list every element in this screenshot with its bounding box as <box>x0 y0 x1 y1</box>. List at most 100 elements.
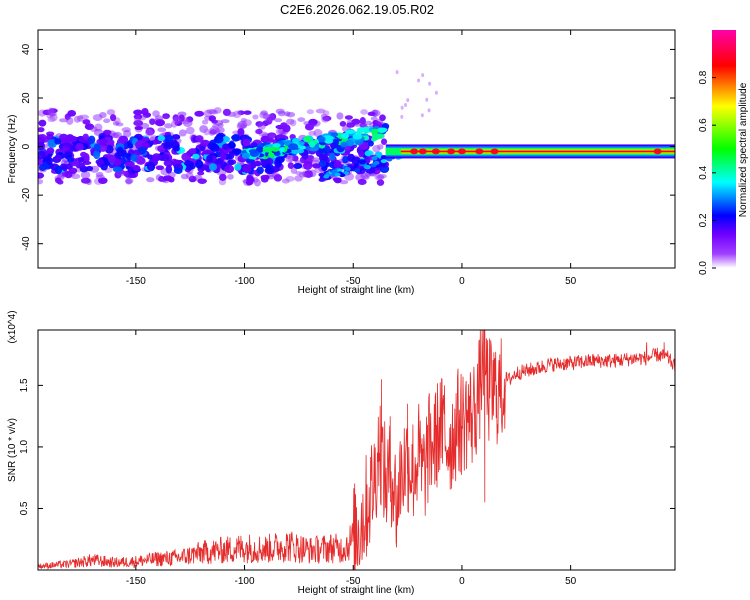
spectrogram-cell <box>209 125 220 134</box>
spectrogram-cell <box>47 107 55 115</box>
spectrogram-cell <box>264 167 275 175</box>
spectrogram-xtick-label: 50 <box>565 276 577 287</box>
spectrogram-cell <box>99 138 108 144</box>
spectrogram-cell <box>299 145 306 150</box>
spectrogram-ytick-label: -40 <box>21 236 32 251</box>
spectrogram-cell <box>157 135 166 142</box>
spectrogram-cell <box>245 180 253 186</box>
spectrogram-cell <box>146 161 156 171</box>
spectrogram-cell <box>254 128 263 135</box>
spectrogram-cell <box>220 119 230 124</box>
spectrogram-cell <box>346 122 356 128</box>
spectrogram-axes: -150 -100 -50 0 50 -40 -20 0 20 40 <box>21 30 675 287</box>
spectrogram-cell <box>172 134 181 140</box>
spectrogram-cell <box>275 156 285 164</box>
spectrogram-cell <box>274 118 283 123</box>
spectrogram-cell <box>185 171 194 180</box>
snr-ytick-label: 0.5 <box>19 501 30 515</box>
spectrogram-cell <box>331 169 338 174</box>
spectrogram-marks <box>38 70 675 187</box>
spectrogram-cell <box>141 107 149 116</box>
spectrogram-cell <box>374 173 383 181</box>
spectrogram-cell <box>102 129 112 135</box>
spectrogram-cell <box>66 117 74 125</box>
spectrogram-cell <box>95 159 105 165</box>
spectrogram-cell <box>427 108 431 113</box>
spectrogram-cell <box>54 154 62 162</box>
spectrogram-cell <box>173 167 183 175</box>
spectrogram-cell <box>321 116 330 123</box>
spectrogram-cell <box>124 178 134 184</box>
colorbar-tick-label: 0.4 <box>698 165 709 179</box>
spectrogram-cell <box>83 153 90 162</box>
spectrogram-cell <box>88 135 96 144</box>
spectrogram-cell <box>103 118 111 124</box>
spectrogram-cell <box>149 118 156 125</box>
spectrogram-xtick-label: -150 <box>126 276 146 287</box>
spectrogram-cell <box>242 164 252 174</box>
spectrogram-cell <box>195 135 204 143</box>
spectrogram-cell <box>209 143 220 152</box>
spectrogram-ytick-label: -20 <box>21 187 32 202</box>
spectrogram-cell <box>140 122 150 130</box>
spectrogram-cell <box>75 142 84 151</box>
spectrogram-cell <box>68 135 78 143</box>
spectrogram-cell <box>98 112 107 119</box>
spectrogram-cell <box>155 165 165 171</box>
spectrogram-cell <box>293 162 303 170</box>
spectrogram-cell <box>164 134 174 143</box>
spectrogram-cell <box>231 148 242 155</box>
spectrogram-ylabel: Frequency (Hz) <box>7 115 18 184</box>
spectrogram-cell <box>336 112 344 120</box>
spectrogram-cell <box>82 160 92 166</box>
spectrogram-cell <box>163 159 174 167</box>
spectrogram-cell <box>163 142 173 150</box>
spectrogram-cell <box>334 172 341 177</box>
spectrogram-cell <box>363 165 370 170</box>
spectrogram-cell <box>252 114 259 120</box>
colorbar-tick-label: 0.6 <box>698 118 709 132</box>
spectrogram-cell <box>357 178 367 186</box>
spectrogram-cell <box>290 166 298 175</box>
spectrogram-cell <box>313 129 323 138</box>
spectrogram-ytick-label: 20 <box>21 92 32 104</box>
spectrogram-cell <box>46 147 55 155</box>
spectrogram-cell <box>340 141 348 148</box>
spectrogram-cell <box>224 164 235 174</box>
spectrogram-cell <box>58 133 69 143</box>
spectrogram-cell <box>227 142 236 149</box>
spectrogram-cell <box>356 127 366 133</box>
colorbar-gradient <box>712 30 736 268</box>
spectrogram-cell <box>237 128 245 137</box>
spectrogram-cell <box>93 150 101 160</box>
spectrogram-cell <box>380 159 387 164</box>
spectrogram-cell <box>85 165 94 172</box>
spectrogram-cell <box>82 119 91 125</box>
spectrogram-cell <box>181 152 191 162</box>
spectrogram-cell <box>345 129 355 135</box>
spectrogram-cell <box>145 128 154 137</box>
spectrogram-cell <box>38 150 46 160</box>
spectrogram-cell <box>364 120 373 126</box>
spectrogram-cell <box>197 171 205 176</box>
spectrogram-cell <box>281 178 290 184</box>
spectrogram-cell <box>425 97 429 102</box>
snr-xtick-label: 0 <box>459 576 465 587</box>
snr-xtick-label: -50 <box>346 576 361 587</box>
spectrogram-cell <box>107 154 117 163</box>
spectrogram-cell <box>322 110 330 116</box>
spectrogram-cell <box>367 111 376 116</box>
spectrogram-cell <box>261 176 269 183</box>
spectrogram-cell <box>374 133 385 139</box>
spectrogram-cell <box>165 165 173 174</box>
spectrogram-tone-layer <box>400 150 675 153</box>
spectrogram-cell <box>328 152 336 161</box>
spectrogram-cell <box>79 114 90 120</box>
spectrogram-cell <box>56 179 64 185</box>
spectrogram-cell <box>297 117 306 122</box>
snr-ytick-label: 1.5 <box>19 378 30 392</box>
spectrogram-cell <box>376 179 385 186</box>
spectrogram-cell <box>93 143 101 152</box>
spectrogram-cell <box>54 138 62 145</box>
spectrogram-cell <box>112 121 120 126</box>
